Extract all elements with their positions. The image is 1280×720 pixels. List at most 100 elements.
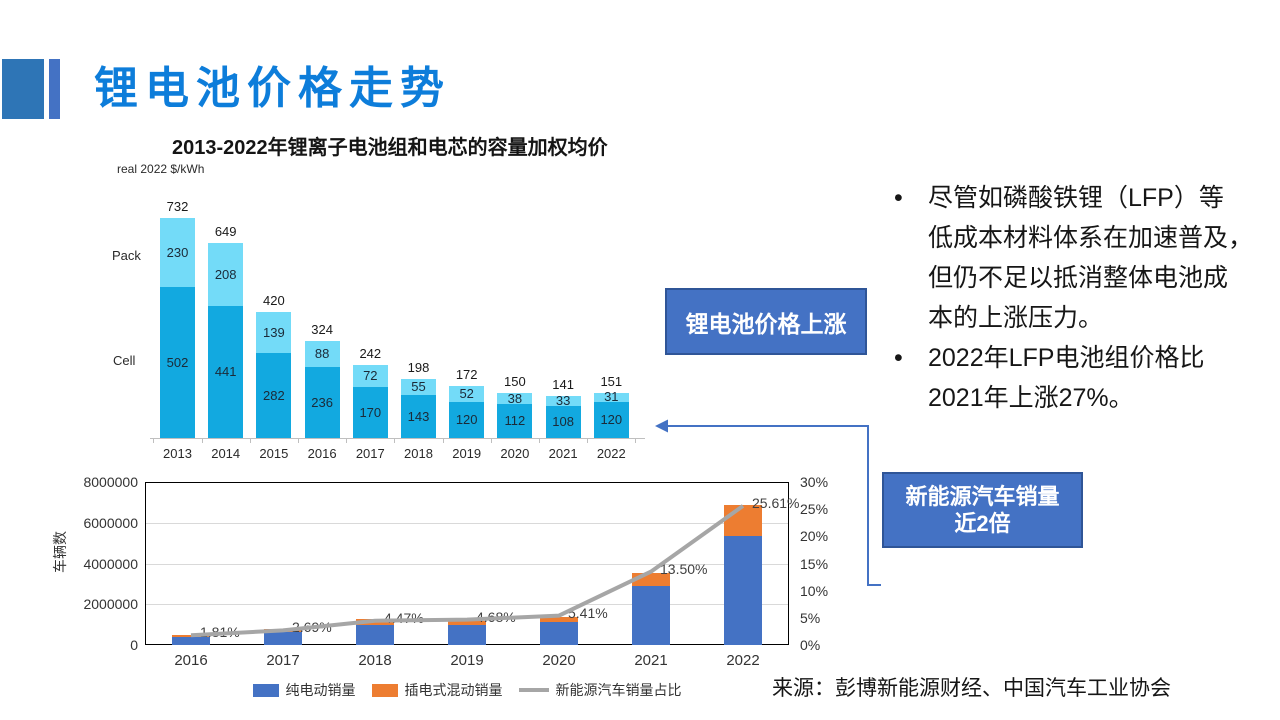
y-axis-tick-label: 0 [130, 637, 138, 653]
pack-value-label: 208 [214, 266, 237, 282]
share-value-label: 4.47% [384, 609, 424, 626]
cell-axis-label: Cell [113, 353, 136, 368]
axis-tick [442, 438, 444, 443]
pack-value-label: 38 [507, 390, 523, 406]
legend-line-swatch [518, 688, 549, 692]
pack-bar-segment [593, 392, 629, 402]
legend-label: 插电式混动销量 [404, 682, 503, 698]
pack-value-label: 72 [363, 368, 378, 384]
legend-item: 新能源汽车销量占比 [518, 680, 682, 700]
total-value-label: 172 [455, 367, 478, 383]
axis-tick [539, 438, 540, 443]
cell-value-label: 108 [552, 413, 574, 429]
pack-bar-segment [401, 378, 436, 396]
pack-bar-segment [160, 218, 195, 288]
axis-tick [201, 438, 203, 443]
x-tick-label: 2017 [266, 652, 300, 669]
bullet-text: 尽管如磷酸铁锂（LFP）等 低成本材料体系在加速普及， 但仍不足以抵消整体电池成… [928, 184, 1254, 332]
total-value-label: 324 [311, 321, 333, 337]
chart1-title: 2013-2022年锂离子电池组和电芯的容量加权均价 [172, 137, 608, 159]
axis-tick [587, 438, 589, 443]
total-value-label: 150 [504, 374, 526, 389]
y-axis-tick-label: 2000000 [83, 596, 138, 613]
chart2-legend: 纯电动销量 插电式混动销量 新能源汽车销量占比 [145, 680, 789, 700]
x-tick-label: 2017 [355, 446, 385, 461]
cell-bar-segment [497, 404, 533, 438]
y2-axis-tick-label: 20% [800, 528, 829, 545]
callout-ev-sales: 新能源汽车销量 近2倍 [882, 472, 1083, 548]
axis-tick [490, 438, 492, 443]
total-value-label: 420 [263, 292, 285, 308]
axis-tick [153, 438, 155, 443]
share-value-label: 25.61% [752, 494, 800, 511]
cell-bar-segment [256, 353, 292, 438]
bullet-item: 尽管如磷酸铁锂（LFP）等 低成本材料体系在加速普及， 但仍不足以抵消整体电池成… [886, 178, 1262, 338]
cell-value-label: 170 [359, 404, 382, 420]
notes-list: 尽管如磷酸铁锂（LFP）等 低成本材料体系在加速普及， 但仍不足以抵消整体电池成… [886, 178, 1262, 418]
cell-value-label: 112 [504, 413, 526, 429]
axis-tick [249, 438, 251, 443]
pack-axis-label: Pack [112, 248, 141, 263]
chart1-unit-label: real 2022 $/kWh [117, 162, 205, 176]
share-value-label: 13.50% [660, 560, 708, 577]
cell-value-label: 120 [600, 412, 623, 427]
source-note: 来源：彭博新能源财经、中国汽车工业协会 [772, 677, 1171, 700]
legend-label: 纯电动销量 [285, 682, 356, 698]
x-tick-label: 2018 [358, 652, 392, 669]
total-value-label: 242 [359, 346, 382, 362]
x-tick-label: 2021 [634, 652, 668, 669]
axis-tick [298, 438, 299, 443]
cell-bar-segment [352, 387, 388, 438]
pack-bar-segment [352, 365, 388, 387]
share-value-label: 1.81% [200, 624, 240, 641]
bev-bar [448, 625, 486, 645]
cell-bar-segment [449, 402, 485, 438]
pack-value-label: 139 [263, 324, 285, 340]
x-tick-label: 2019 [452, 446, 482, 461]
axis-tick [346, 438, 348, 443]
x-tick-label: 2016 [307, 446, 337, 461]
pack-bar-segment [497, 393, 533, 405]
cell-value-label: 120 [455, 412, 478, 427]
bev-bar [172, 636, 210, 645]
bev-bar [356, 625, 394, 645]
y-axis-tick-label: 8000000 [83, 474, 138, 490]
share-value-label: 5.41% [568, 604, 608, 621]
pack-value-label: 55 [411, 378, 426, 394]
pack-value-label: 88 [314, 346, 330, 361]
cell-bar-segment [593, 402, 629, 438]
callout-battery-price: 锂电池价格上涨 [665, 288, 867, 355]
pack-bar-segment [208, 243, 244, 306]
legend-item: 纯电动销量 [252, 680, 356, 700]
y-axis-tick-label: 4000000 [83, 555, 138, 572]
x-tick-label: 2021 [548, 446, 578, 461]
axis-tick [394, 438, 396, 443]
x-tick-label: 2014 [211, 446, 241, 461]
bev-bar [632, 585, 670, 645]
x-tick-label: 2016 [174, 652, 208, 669]
total-value-label: 141 [552, 376, 574, 392]
bev-bar [540, 622, 578, 645]
legend-bar-swatch [252, 683, 279, 697]
y2-axis-tick-label: 30% [800, 474, 829, 490]
y2-axis-tick-label: 10% [800, 582, 829, 599]
cell-value-label: 441 [214, 363, 237, 379]
pack-bar-segment [304, 340, 340, 368]
bullet-text: 2022年LFP电池组价格比 2021年上涨27%。 [928, 344, 1205, 412]
title-decoration-square [2, 59, 44, 119]
total-value-label: 151 [600, 373, 623, 389]
x-tick-label: 2019 [450, 652, 484, 669]
legend-item: 插电式混动销量 [371, 680, 503, 700]
cell-bar-segment [401, 395, 436, 438]
axis-tick [635, 438, 637, 443]
y2-axis-tick-label: 25% [800, 501, 829, 518]
x-tick-label: 2018 [404, 446, 433, 461]
bev-bar [724, 535, 762, 645]
bullet-item: 2022年LFP电池组价格比 2021年上涨27%。 [886, 338, 1262, 418]
y2-axis-tick-label: 5% [800, 609, 821, 626]
share-value-label: 2.69% [292, 619, 332, 636]
share-value-label: 4.68% [476, 608, 516, 625]
cell-bar-segment [545, 405, 581, 438]
cell-value-label: 282 [263, 387, 285, 403]
